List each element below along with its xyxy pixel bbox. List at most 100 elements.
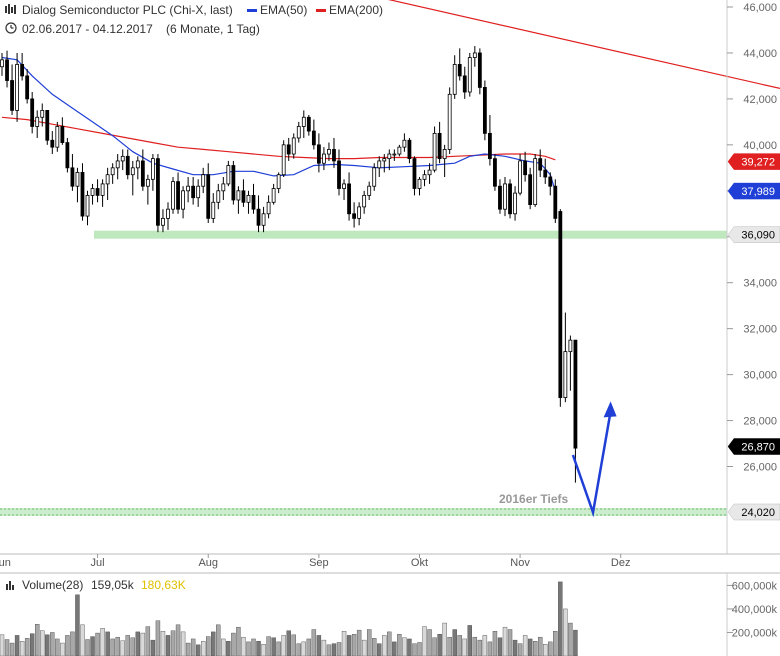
price-tick-label: 34,000 <box>743 278 777 290</box>
price-tag: 37,989 <box>727 182 780 200</box>
volume-bar <box>512 639 518 656</box>
price-tag-bg <box>727 438 780 455</box>
price-tick-label: 28,000 <box>743 416 777 428</box>
candle <box>503 177 507 217</box>
candle <box>231 160 236 205</box>
candle <box>251 183 256 214</box>
candle-body <box>55 126 60 148</box>
price-tag-bg <box>727 503 780 521</box>
volume-bar <box>382 635 387 656</box>
support-band-24020 <box>0 508 727 516</box>
candle <box>201 167 206 194</box>
candle <box>256 195 261 233</box>
candle <box>306 114 311 136</box>
volume-bar <box>115 636 120 656</box>
chart-type-icon[interactable] <box>5 4 16 14</box>
candle-body <box>181 190 185 210</box>
date-range: 02.06.2017 - 04.12.2017 <box>22 22 153 36</box>
price-tag: 39,272 <box>727 153 780 170</box>
time-tick-label: Nov <box>510 557 530 569</box>
volume-bar <box>492 631 498 656</box>
candle <box>357 202 362 226</box>
candle <box>115 154 120 180</box>
volume-bar <box>9 642 15 656</box>
candle-body <box>498 185 502 210</box>
candle <box>95 179 100 203</box>
candle-body <box>327 149 331 155</box>
candle-body <box>261 213 266 226</box>
candle-body <box>60 126 65 143</box>
calendar-icon[interactable] <box>5 22 17 34</box>
volume-bar <box>236 626 241 656</box>
volume-bar <box>246 641 251 656</box>
volume-bar <box>261 644 266 656</box>
volume-bar <box>427 629 432 656</box>
candle-body <box>573 339 578 449</box>
candle <box>156 154 160 233</box>
candle-body <box>397 146 402 155</box>
candle <box>498 179 502 214</box>
candle <box>135 156 140 180</box>
candle-body <box>568 339 573 353</box>
volume-bar <box>0 634 5 656</box>
volume-bar <box>517 643 523 656</box>
volume-bar <box>29 633 35 656</box>
candle-body <box>125 155 130 176</box>
candle <box>145 174 150 205</box>
candle-body <box>306 116 311 132</box>
volume-bar <box>90 636 95 656</box>
volume-bar <box>65 635 70 656</box>
volume-bar <box>558 581 563 656</box>
candle <box>377 156 382 178</box>
time-tick-label: Okt <box>411 557 428 569</box>
candle <box>296 121 301 143</box>
candle-body <box>352 213 357 219</box>
candle <box>60 117 65 145</box>
candle <box>327 142 331 161</box>
volume-bar <box>14 635 20 656</box>
candle-body <box>271 188 276 203</box>
volume-bar <box>568 622 573 656</box>
volume-bar <box>170 630 176 656</box>
volume-bar <box>80 624 85 656</box>
candle-body <box>211 201 216 219</box>
candle <box>221 177 226 200</box>
ema200-longterm-line <box>387 0 780 89</box>
candle <box>543 158 548 184</box>
volume-bar <box>45 634 50 656</box>
time-tick-label: Aug <box>198 557 218 569</box>
price-tag-label: 36,090 <box>741 230 775 242</box>
volume-bar <box>532 641 538 656</box>
volume-bar <box>502 626 508 656</box>
candle-body <box>342 183 346 189</box>
rebound-arrow <box>571 401 617 518</box>
volume-bar <box>387 631 392 656</box>
candle <box>508 179 512 219</box>
candle-body <box>286 144 291 155</box>
candle <box>568 335 573 391</box>
candle-body <box>387 153 392 160</box>
candle-body <box>130 167 135 176</box>
volume-bar <box>366 629 372 656</box>
time-tick-label: Dez <box>611 557 631 569</box>
candle-body <box>231 165 236 201</box>
volume-bar <box>548 641 553 656</box>
chart-title: Dialog Semiconductor PLC (Chi-X, last) <box>22 3 233 17</box>
volume-bar <box>527 638 533 656</box>
candle-body <box>45 109 50 141</box>
candle-body <box>256 208 261 226</box>
volume-bar <box>306 638 312 656</box>
candle-body <box>186 185 191 192</box>
candle <box>347 172 351 221</box>
candle <box>382 154 387 173</box>
candle-body <box>35 116 40 127</box>
volume-bar <box>457 635 462 656</box>
volume-bars <box>0 581 578 656</box>
volume-chart-icon[interactable] <box>6 581 14 590</box>
candle <box>342 179 346 200</box>
ema200-line <box>1 116 556 161</box>
volume-bar <box>538 636 543 656</box>
candle <box>196 179 201 207</box>
candle <box>447 87 452 155</box>
candle-body <box>452 64 457 95</box>
